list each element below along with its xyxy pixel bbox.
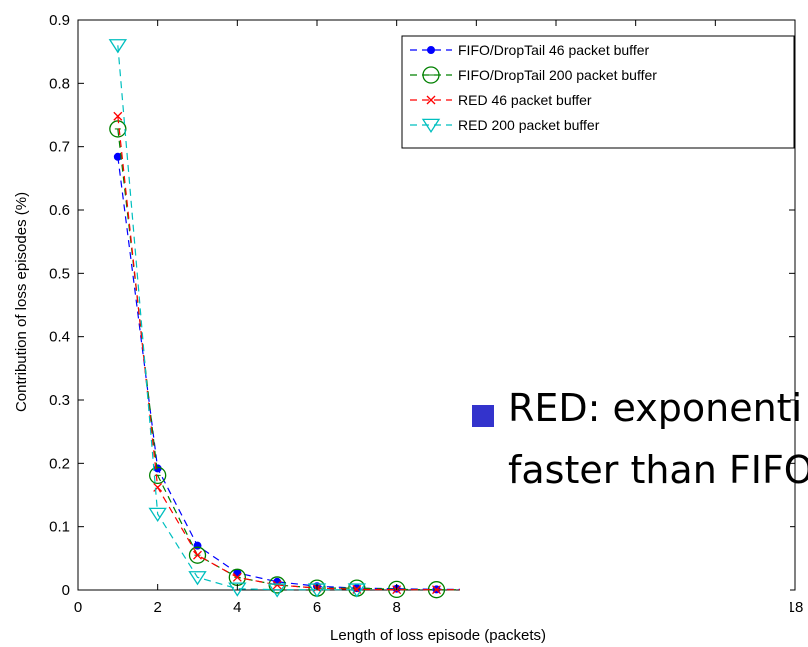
y-tick-label: 0.8	[49, 75, 70, 92]
x-tick-label: 8	[392, 599, 400, 616]
data-point	[347, 583, 367, 598]
data-point	[188, 546, 207, 564]
data-point	[113, 111, 123, 121]
legend-marker	[422, 66, 440, 84]
series-3	[113, 111, 481, 595]
legend-label: RED 46 packet buffer	[458, 92, 592, 108]
data-point	[108, 39, 128, 54]
x-axis-label: Length of loss episode (packets)	[330, 627, 546, 644]
x-marker-stroke	[426, 95, 436, 105]
y-tick-label: 0.7	[49, 139, 70, 156]
y-axis-label: Contribution of loss episodes (%)	[13, 192, 30, 412]
legend-label: RED 200 packet buffer	[458, 117, 600, 133]
legend-label: FIFO/DropTail 200 packet buffer	[458, 67, 657, 83]
x-tick-label: 6	[313, 599, 321, 616]
x-tick-label: 4	[233, 599, 241, 616]
data-point	[149, 466, 167, 485]
x-tick-label: 0	[74, 599, 82, 616]
x-marker-stroke	[432, 585, 441, 595]
series-4	[108, 39, 367, 598]
y-tick-label: 0.2	[49, 455, 70, 472]
y-tick-label: 0.3	[49, 392, 70, 409]
legend-label: FIFO/DropTail 46 packet buffer	[458, 42, 649, 58]
data-point	[193, 550, 202, 560]
x-marker-stroke	[113, 111, 123, 121]
data-point	[153, 482, 163, 492]
bullet-text-line-2: faster than FIFO	[508, 448, 808, 492]
legend-marker	[421, 118, 441, 133]
y-tick-label: 0.9	[49, 12, 70, 29]
bullet-text-2: faster than FIFO	[508, 448, 808, 492]
data-point	[228, 582, 247, 597]
data-point	[432, 585, 441, 595]
legend-marker	[427, 46, 435, 54]
y-tick-label: 0.6	[49, 202, 70, 219]
data-point	[188, 571, 207, 586]
y-tick-label: 0.1	[49, 519, 70, 536]
series-line	[117, 116, 477, 591]
x-marker-stroke	[193, 550, 202, 560]
legend: FIFO/DropTail 46 packet buffer FIFO/DropT…	[401, 35, 795, 149]
x-tick-label: 2	[153, 599, 161, 616]
y-tick-label: 0.5	[49, 265, 70, 282]
x-marker-stroke	[232, 572, 242, 582]
legend-marker	[426, 95, 436, 105]
legend-entry: RED 200 packet buffer	[410, 117, 600, 133]
y-tick-label: 0	[62, 582, 70, 599]
bullet-text-line-1: RED: exponenti	[472, 386, 803, 430]
x-marker-stroke	[153, 482, 163, 492]
bullet-text-1: RED: exponenti	[508, 386, 803, 430]
data-point	[267, 583, 287, 598]
data-point	[148, 507, 167, 522]
data-point	[272, 580, 282, 590]
legend-entry: FIFO/DropTail 46 packet buffer	[410, 42, 649, 58]
bullet-square-icon	[472, 405, 494, 427]
legend-box	[401, 35, 795, 149]
legend-entry: FIFO/DropTail 200 packet buffer	[410, 66, 657, 84]
data-point	[232, 572, 242, 582]
x-tick-label: 18	[787, 599, 804, 616]
legend-entry: RED 46 packet buffer	[410, 92, 592, 108]
slide-text-overlay: RED: exponenti faster than FIFO	[460, 372, 808, 612]
y-tick-label: 0.4	[49, 329, 70, 346]
x-marker-stroke	[272, 580, 282, 590]
